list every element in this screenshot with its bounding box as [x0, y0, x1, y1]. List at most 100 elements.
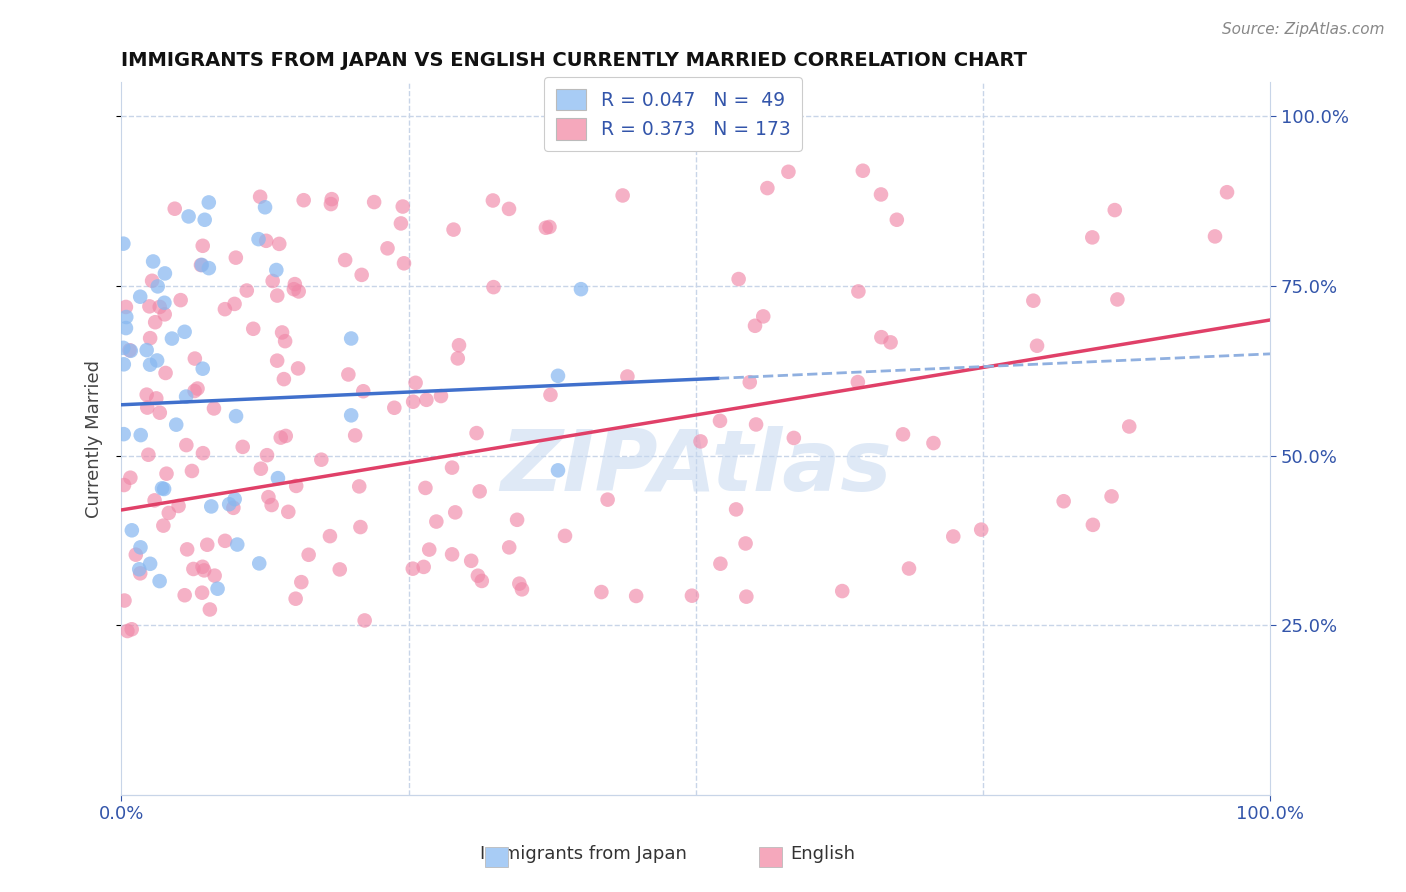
- Point: [709, 557, 731, 571]
- Point: [274, 429, 297, 443]
- Point: [287, 361, 309, 376]
- Point: [756, 181, 779, 195]
- Point: [460, 554, 482, 568]
- Point: [214, 533, 236, 548]
- Point: [250, 461, 273, 475]
- Point: [114, 593, 136, 607]
- Point: [870, 330, 893, 344]
- Point: [508, 576, 530, 591]
- Point: [195, 538, 218, 552]
- Point: [135, 343, 157, 358]
- Point: [115, 300, 138, 314]
- Point: [349, 520, 371, 534]
- Point: [1118, 419, 1140, 434]
- Point: [112, 427, 135, 442]
- Point: [149, 406, 172, 420]
- Point: [471, 574, 494, 588]
- Point: [125, 548, 148, 562]
- Point: [191, 239, 214, 253]
- Point: [886, 212, 908, 227]
- Point: [1081, 517, 1104, 532]
- Text: IMMIGRANTS FROM JAPAN VS ENGLISH CURRENTLY MARRIED CORRELATION CHART: IMMIGRANTS FROM JAPAN VS ENGLISH CURRENT…: [121, 51, 1028, 70]
- Point: [337, 368, 360, 382]
- Point: [153, 482, 176, 496]
- Point: [270, 431, 292, 445]
- Point: [155, 366, 177, 380]
- Point: [139, 331, 162, 345]
- Point: [191, 258, 214, 272]
- Point: [292, 193, 315, 207]
- Point: [186, 382, 208, 396]
- Point: [447, 351, 470, 366]
- Point: [333, 253, 356, 268]
- Point: [1101, 489, 1123, 503]
- Point: [284, 277, 307, 292]
- Point: [321, 192, 343, 206]
- Point: [191, 361, 214, 376]
- Point: [922, 436, 945, 450]
- Point: [190, 258, 212, 272]
- Point: [752, 310, 775, 324]
- Point: [224, 492, 246, 507]
- Point: [340, 409, 363, 423]
- Point: [198, 195, 221, 210]
- Point: [290, 575, 312, 590]
- Point: [247, 232, 270, 246]
- Point: [970, 523, 993, 537]
- Point: [727, 272, 749, 286]
- Point: [184, 351, 207, 366]
- Point: [271, 326, 294, 340]
- Point: [725, 502, 748, 516]
- Point: [350, 268, 373, 282]
- Point: [1104, 203, 1126, 218]
- Point: [198, 261, 221, 276]
- Point: [569, 282, 592, 296]
- Point: [200, 500, 222, 514]
- Point: [405, 376, 427, 390]
- Point: [143, 493, 166, 508]
- Point: [534, 220, 557, 235]
- Point: [266, 263, 288, 277]
- Point: [117, 624, 139, 638]
- Point: [129, 290, 152, 304]
- Point: [465, 426, 488, 441]
- Point: [143, 315, 166, 329]
- Point: [1204, 229, 1226, 244]
- Point: [540, 388, 562, 402]
- Point: [176, 438, 198, 452]
- Point: [120, 471, 142, 485]
- Point: [183, 562, 205, 576]
- Point: [274, 334, 297, 348]
- Point: [232, 440, 254, 454]
- Point: [412, 560, 434, 574]
- Point: [612, 188, 634, 202]
- Text: Source: ZipAtlas.com: Source: ZipAtlas.com: [1222, 22, 1385, 37]
- Point: [207, 582, 229, 596]
- Point: [260, 498, 283, 512]
- Point: [681, 589, 703, 603]
- Point: [482, 194, 505, 208]
- Point: [443, 222, 465, 236]
- Point: [194, 212, 217, 227]
- Point: [482, 280, 505, 294]
- Point: [1022, 293, 1045, 308]
- Point: [167, 499, 190, 513]
- Point: [441, 547, 464, 561]
- Point: [879, 335, 901, 350]
- Point: [136, 401, 159, 415]
- Point: [783, 431, 806, 445]
- Point: [169, 293, 191, 307]
- Point: [831, 584, 853, 599]
- Point: [440, 460, 463, 475]
- Point: [283, 282, 305, 296]
- Point: [285, 479, 308, 493]
- Point: [202, 401, 225, 416]
- Point: [121, 622, 143, 636]
- Point: [152, 518, 174, 533]
- Point: [347, 479, 370, 493]
- Point: [738, 375, 761, 389]
- Point: [510, 582, 533, 597]
- Point: [1107, 293, 1129, 307]
- Point: [377, 241, 399, 255]
- Point: [340, 331, 363, 345]
